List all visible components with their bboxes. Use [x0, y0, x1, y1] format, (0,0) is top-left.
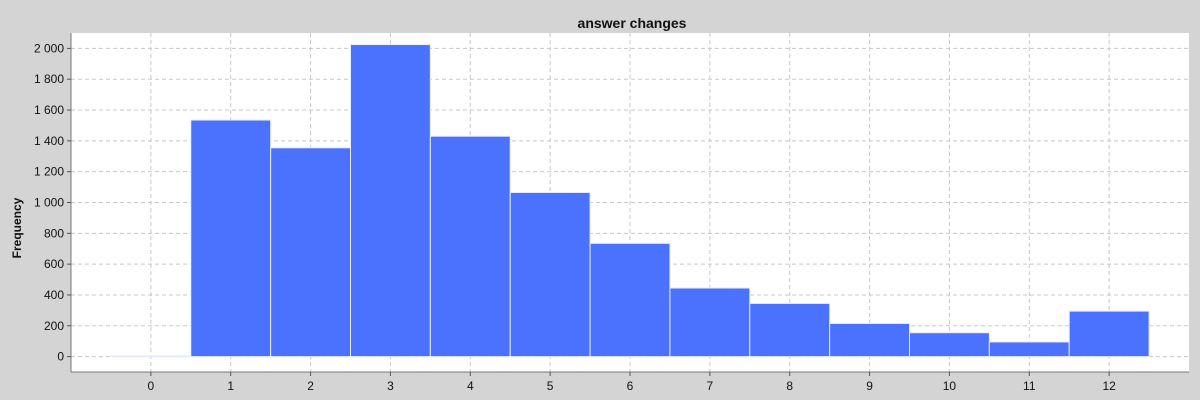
- chart-title: answer changes: [578, 15, 687, 31]
- bar-7: [669, 287, 751, 358]
- x-axis-ticks: 0 1 2 3 4 5 6 7 8 9 10 11 12: [148, 372, 1116, 393]
- bar-2: [270, 147, 351, 358]
- x-tick-label: 10: [943, 379, 957, 393]
- x-tick-label: 2: [307, 379, 314, 393]
- x-tick-label: 4: [467, 379, 474, 393]
- x-tick-label: 5: [547, 379, 554, 393]
- y-tick-label: 400: [44, 288, 64, 302]
- y-axis-label: Frequency: [10, 197, 24, 258]
- bar-9: [829, 322, 911, 358]
- y-tick-label: 1 400: [34, 134, 64, 148]
- bar-6: [589, 242, 671, 358]
- x-tick-label: 6: [627, 379, 634, 393]
- bar-3: [350, 44, 431, 358]
- bar-8: [749, 302, 831, 358]
- y-axis-ticks: 0 200 400 600 800 1 000 1 200 1 400 1 600 1 800 2 …: [34, 41, 71, 364]
- y-tick-label: 1 800: [34, 72, 64, 86]
- y-tick-label: 800: [44, 226, 64, 240]
- x-tick-label: 0: [148, 379, 155, 393]
- y-tick-label: 0: [57, 350, 64, 364]
- y-tick-label: 1 200: [34, 165, 64, 179]
- y-tick-label: 600: [44, 257, 64, 271]
- bar-12: [1068, 310, 1150, 358]
- bars: [110, 44, 1150, 358]
- x-tick-label: 11: [1023, 379, 1036, 393]
- bar-11: [988, 341, 1070, 358]
- bar-5: [509, 191, 591, 358]
- bar-1: [190, 119, 272, 358]
- bar-10: [909, 332, 990, 358]
- bar-0: [110, 355, 192, 358]
- x-tick-label: 3: [387, 379, 394, 393]
- bar-4: [429, 135, 511, 358]
- x-tick-label: 12: [1102, 379, 1116, 393]
- y-tick-label: 2 000: [34, 41, 64, 55]
- y-tick-label: 200: [44, 319, 64, 333]
- x-tick-label: 7: [707, 379, 714, 393]
- x-tick-label: 8: [786, 379, 793, 393]
- x-tick-label: 1: [227, 379, 234, 393]
- y-tick-label: 1 000: [34, 196, 64, 210]
- x-tick-label: 9: [866, 379, 873, 393]
- y-tick-label: 1 600: [34, 103, 64, 117]
